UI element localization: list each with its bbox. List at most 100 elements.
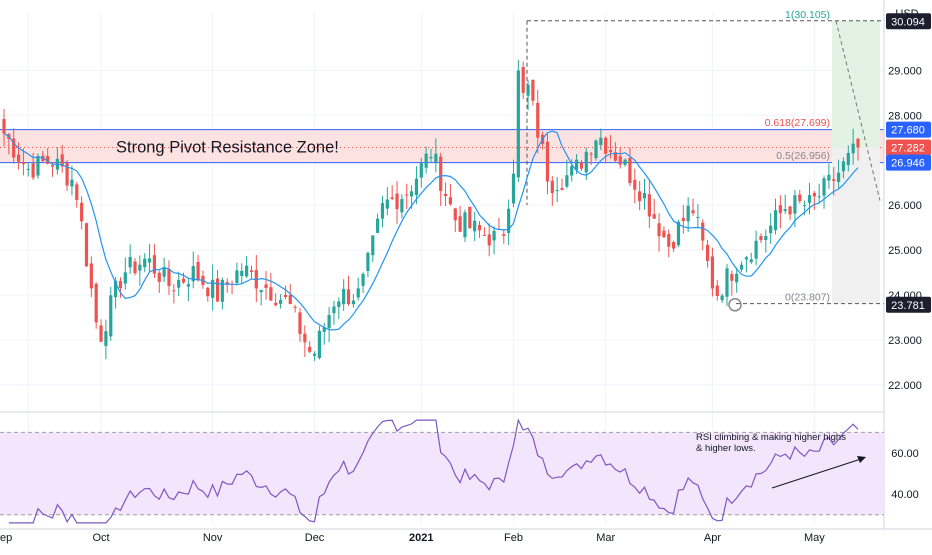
candle-body	[356, 288, 360, 298]
candle-body	[579, 162, 584, 169]
candle-body	[822, 178, 826, 196]
candle-body	[390, 197, 394, 199]
y-tick-label: 25.000	[888, 245, 922, 257]
candle-body	[749, 259, 753, 263]
candle-body	[638, 191, 642, 202]
candle-body	[560, 188, 564, 190]
candle-body	[759, 236, 763, 241]
candle-body	[531, 79, 535, 101]
x-tick-label: 2021	[409, 532, 433, 544]
candle-body	[288, 294, 292, 304]
candle-body	[12, 138, 16, 158]
fib-label: 0.618(27.699)	[765, 117, 830, 129]
candle-body	[856, 138, 860, 148]
x-tick-label: Oct	[92, 532, 109, 544]
candle-body	[235, 270, 239, 284]
candle-body	[109, 295, 113, 337]
candle-body	[303, 333, 307, 343]
candle-body	[526, 84, 530, 96]
candle-body	[448, 197, 453, 205]
candle-body	[211, 279, 215, 298]
candle-body	[424, 153, 428, 168]
candle-body	[565, 175, 569, 187]
candle-body	[152, 255, 157, 274]
candle-body	[633, 179, 637, 190]
price-label-bg	[886, 154, 931, 171]
fib-target-zone	[832, 20, 880, 148]
candle-body	[429, 156, 433, 159]
candle-body	[434, 153, 438, 163]
candle-body	[405, 194, 409, 196]
fib-diagonal	[835, 20, 881, 201]
candle-body	[473, 220, 477, 232]
candle-body	[206, 287, 210, 297]
candle-body	[361, 273, 365, 286]
candle-body	[104, 331, 108, 346]
x-tick-label: Feb	[504, 532, 523, 544]
candle-body	[584, 151, 588, 173]
candle-body	[725, 268, 729, 297]
candle-body	[60, 154, 64, 167]
candle-body	[419, 163, 423, 178]
candle-body	[21, 162, 26, 165]
candle-body	[623, 159, 627, 165]
candle-body	[691, 210, 695, 214]
candle-body	[608, 150, 613, 153]
candle-body	[764, 236, 768, 240]
candle-body	[696, 216, 700, 218]
candle-body	[628, 158, 632, 184]
candle-body	[380, 203, 385, 219]
price-label: 26.946	[891, 158, 925, 170]
candle-body	[686, 205, 690, 222]
candle-body	[570, 166, 574, 176]
candle-body	[249, 270, 254, 272]
candle-body	[793, 195, 797, 214]
fib-label: 1(30.105)	[785, 9, 830, 21]
candle-body	[507, 208, 511, 233]
candle-body	[181, 278, 186, 283]
candle-body	[652, 214, 656, 219]
y-tick-label: 28.000	[888, 110, 922, 122]
candle-body	[672, 242, 676, 249]
zone-annotation: Strong Pivot Resistance Zone!	[116, 139, 339, 157]
price-label-bg	[886, 121, 931, 138]
candle-body	[385, 199, 389, 209]
x-tick-label: ep	[0, 532, 12, 544]
candle-body	[225, 282, 229, 285]
candle-body	[657, 223, 661, 237]
candle-body	[36, 155, 40, 176]
candle-body	[618, 156, 622, 165]
candle-body	[147, 258, 152, 263]
price-label: 23.781	[891, 300, 925, 312]
candle-body	[308, 346, 312, 352]
candle-body	[46, 156, 50, 164]
candle-body	[342, 288, 346, 305]
rsi-tick-label: 60.00	[891, 448, 919, 460]
candle-body	[788, 206, 792, 215]
candle-body	[283, 294, 288, 298]
candle-body	[196, 261, 200, 281]
x-tick-label: Mar	[596, 532, 615, 544]
candle-body	[65, 162, 69, 186]
candle-body	[274, 302, 278, 306]
x-tick-label: Nov	[203, 532, 223, 544]
candle-body	[798, 194, 802, 202]
candle-body	[739, 264, 744, 270]
candle-body	[599, 137, 603, 146]
candle-body	[191, 266, 195, 282]
candle-body	[118, 280, 123, 288]
candle-body	[376, 218, 380, 233]
candle-body	[327, 315, 331, 329]
price-label-bg	[886, 296, 931, 313]
candle-body	[589, 153, 593, 155]
candle-body	[16, 154, 21, 162]
candle-body	[463, 212, 467, 238]
candle-body	[545, 141, 550, 182]
candle-body	[70, 179, 74, 187]
candle-body	[778, 205, 782, 214]
candle-body	[502, 234, 506, 236]
candle-body	[167, 269, 171, 287]
candle-body	[812, 192, 816, 197]
moving-average-line	[3, 130, 859, 331]
